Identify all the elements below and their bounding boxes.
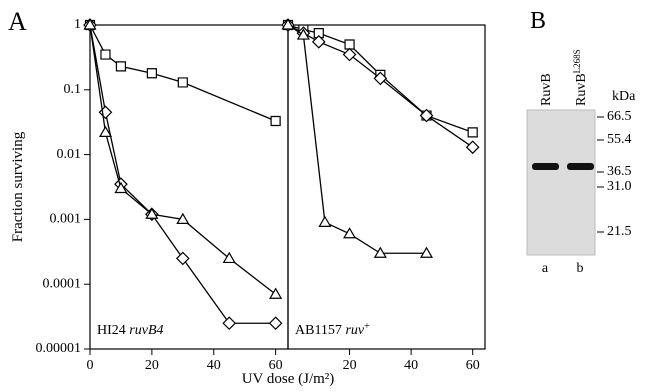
size-label: 31.0	[607, 179, 632, 194]
strain: HI24	[97, 323, 126, 338]
x-tick-label: 20	[145, 358, 159, 373]
data-point	[375, 248, 386, 257]
strain: AB1157	[295, 323, 342, 338]
protein: RuvB	[574, 73, 589, 106]
data-point	[468, 128, 477, 137]
data-point	[271, 117, 280, 126]
gel-band	[567, 163, 594, 170]
series-line	[90, 25, 276, 121]
x-tick-label: 60	[466, 358, 480, 373]
x-tick-label: 40	[404, 358, 418, 373]
lane-id: a	[542, 261, 549, 276]
x-tick-label: 0	[87, 358, 94, 373]
data-point	[345, 40, 354, 49]
unit-label: kDa	[612, 89, 636, 104]
data-point	[177, 252, 189, 264]
data-point	[178, 78, 187, 87]
allele: ruv	[345, 323, 364, 338]
panel-label: A	[8, 7, 27, 36]
allele: ruvB4	[129, 323, 163, 338]
data-point	[319, 217, 330, 227]
x-tick-label: 60	[269, 358, 283, 373]
y-tick-label: 0.001	[50, 212, 82, 227]
annotation: AB1157 ruv+	[295, 321, 370, 339]
data-point	[99, 106, 111, 118]
y-tick-label: 1	[74, 17, 81, 32]
panel-label: B	[530, 8, 546, 34]
data-point	[344, 49, 356, 61]
size-label: 36.5	[607, 164, 632, 179]
lane-id: b	[577, 261, 584, 276]
data-point	[344, 228, 355, 238]
x-tick-label: 20	[343, 358, 357, 373]
data-point	[270, 289, 281, 299]
y-tick-label: 0.0001	[43, 276, 82, 291]
gel	[527, 110, 595, 255]
gel-band	[532, 163, 559, 170]
figure: A B Fraction surviving UV dose (J/m²) HI…	[0, 0, 648, 392]
series-line	[288, 25, 427, 253]
annotation: HI24 ruvB4	[97, 323, 164, 338]
data-point	[467, 141, 479, 153]
data-point	[270, 317, 282, 329]
data-point	[101, 50, 110, 59]
superscript: +	[364, 321, 370, 332]
lane-label: RuvB	[539, 73, 554, 106]
protein: RuvB	[539, 73, 554, 106]
data-point	[421, 248, 432, 257]
size-label: 66.5	[607, 109, 632, 124]
plot-frame	[288, 25, 485, 349]
y-tick-label: 0.01	[57, 147, 82, 162]
y-axis-label: Fraction surviving	[10, 131, 26, 242]
lane-label: RuvBL268S	[572, 49, 589, 106]
superscript: L268S	[572, 49, 582, 73]
data-point	[116, 62, 125, 71]
size-label: 55.4	[607, 132, 632, 147]
x-axis-label: UV dose (J/m²)	[242, 371, 335, 387]
y-tick-label: 0.1	[64, 82, 82, 97]
data-point	[223, 317, 235, 329]
x-tick-label: 40	[207, 358, 221, 373]
y-tick-label: 0.00001	[36, 341, 82, 356]
data-point	[147, 69, 156, 78]
size-label: 21.5	[607, 224, 632, 239]
